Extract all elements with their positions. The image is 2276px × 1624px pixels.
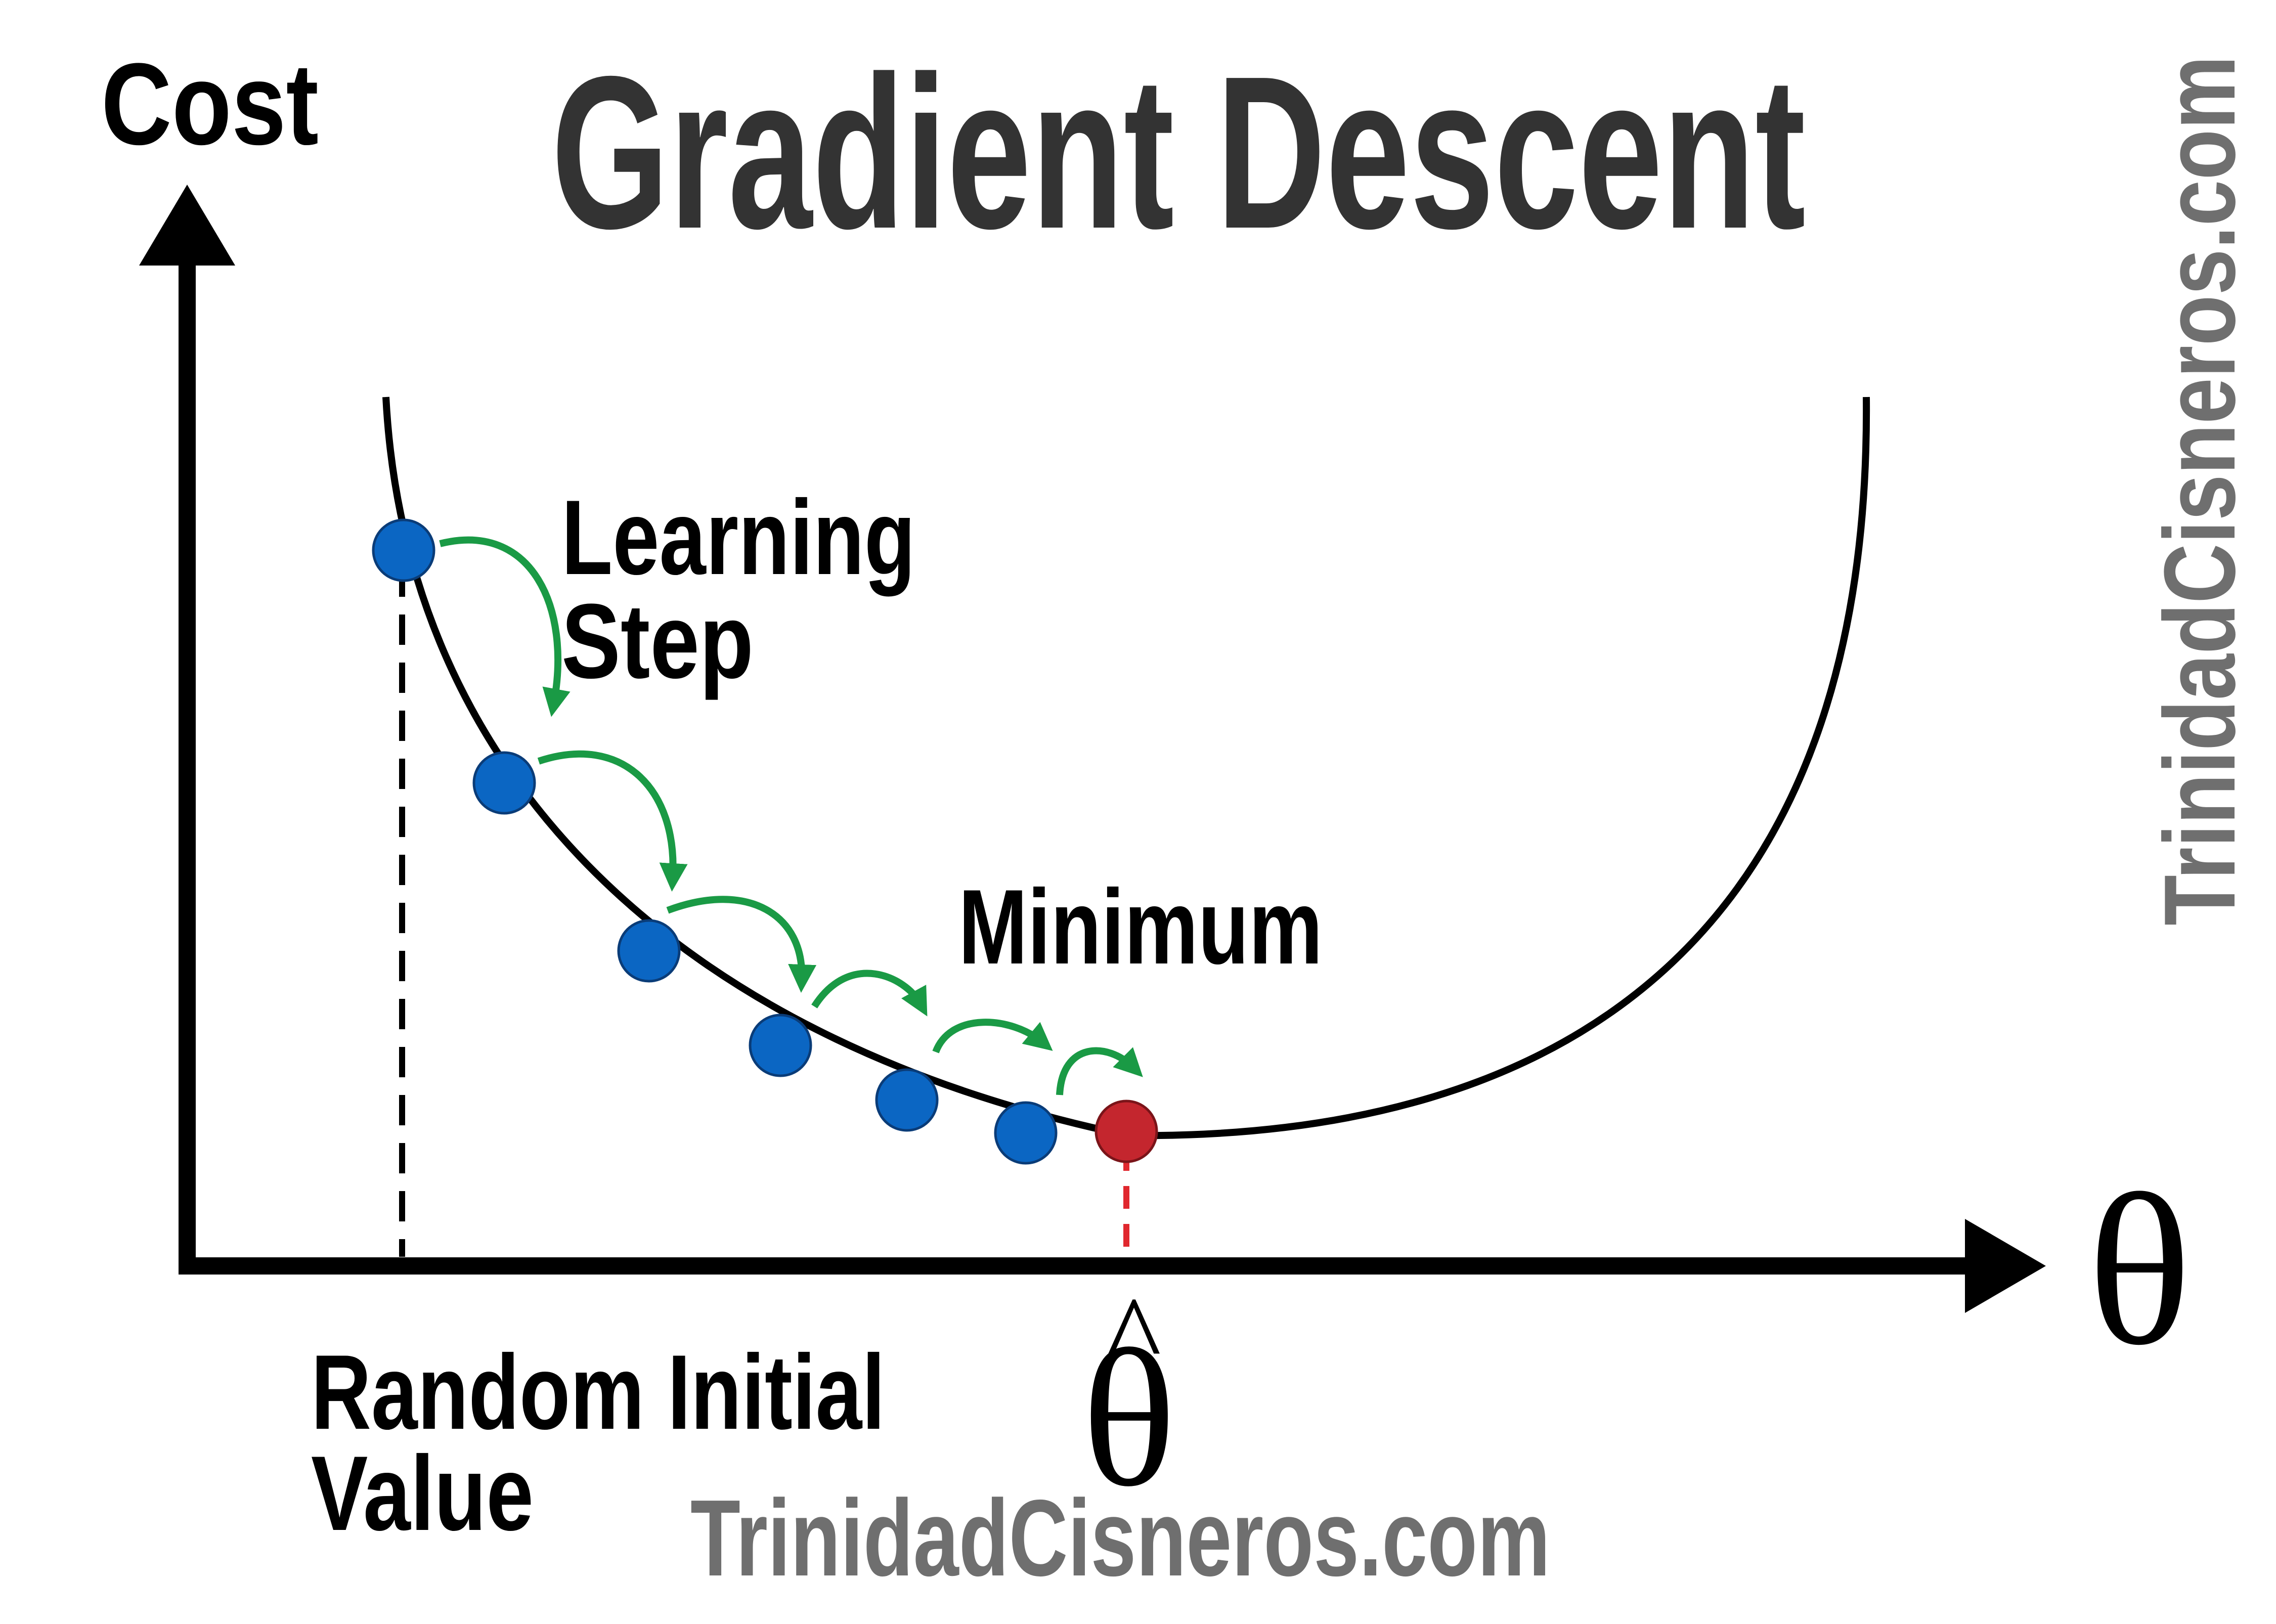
step-point xyxy=(472,751,536,815)
minimum-label: Minimum xyxy=(958,867,1323,986)
x-axis-label: θ xyxy=(2087,1150,2192,1390)
step-point xyxy=(994,1101,1058,1165)
watermark-bottom: TrinidadCisneros.com xyxy=(690,1477,1550,1599)
step-arrow xyxy=(932,1019,1053,1054)
step-arrow xyxy=(666,896,817,993)
watermark-vertical: TrinidadCisneros.com xyxy=(2143,56,2256,926)
step-point xyxy=(875,1068,939,1132)
step-arrow xyxy=(1056,1047,1143,1095)
step-arrow xyxy=(537,750,688,892)
step-arrow xyxy=(439,536,571,717)
random-initial-label-line2: Value xyxy=(311,1434,534,1553)
theta-hat-mark: ^ xyxy=(1107,1272,1161,1401)
y-axis-arrowhead xyxy=(139,185,235,266)
x-axis-arrowhead xyxy=(1965,1219,2046,1313)
learning-step-label-line1: Learning xyxy=(561,478,915,597)
learning-step-label-line2: Step xyxy=(561,582,754,700)
y-axis-label: Cost xyxy=(101,39,319,169)
step-point xyxy=(372,518,435,582)
step-point xyxy=(749,1014,812,1077)
step-point xyxy=(617,919,681,983)
minimum-point xyxy=(1095,1100,1158,1163)
chart-title: Gradient Descent xyxy=(551,31,1806,274)
theta-hat-symbol: θ xyxy=(1082,1309,1176,1527)
random-initial-label-line1: Random Initial xyxy=(311,1333,885,1452)
step-arrow xyxy=(811,970,928,1017)
